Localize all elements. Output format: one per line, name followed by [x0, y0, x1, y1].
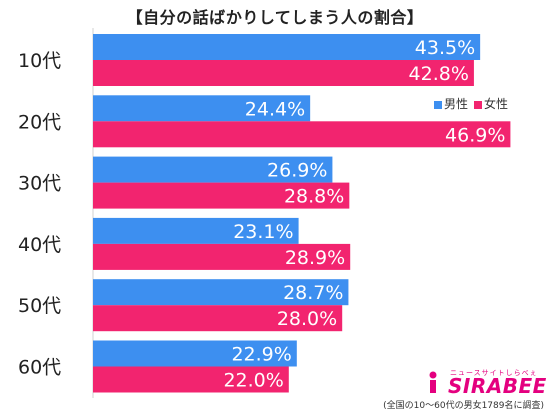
legend-swatch-female — [474, 100, 483, 109]
bar-value-label: 22.9% — [231, 344, 291, 366]
bar-value-label: 46.9% — [445, 124, 505, 146]
legend-label-female: 女性 — [484, 97, 509, 111]
survey-footnote: (全国の10〜60代の男女1789名に調査) — [383, 401, 544, 411]
bar-female — [93, 121, 511, 148]
legend-swatch-male — [434, 100, 442, 109]
bar-male — [93, 95, 311, 122]
bar-value-label: 42.8% — [409, 63, 469, 85]
bar-male — [93, 279, 349, 306]
bar-value-label: 26.9% — [267, 160, 327, 182]
bar-male — [93, 340, 297, 367]
category-label: 20代 — [18, 111, 61, 133]
bar-male — [93, 34, 481, 60]
bar-female — [93, 305, 343, 332]
bar-female — [93, 60, 474, 86]
bar-value-label: 28.0% — [277, 308, 337, 330]
bar-value-label: 28.8% — [284, 186, 344, 208]
bar-female — [93, 243, 351, 270]
category-label: 10代 — [18, 50, 61, 72]
bar-female — [93, 182, 350, 209]
bar-value-label: 28.9% — [285, 247, 345, 269]
category-label: 50代 — [18, 295, 61, 317]
legend-item-male: 男性 — [434, 95, 468, 112]
bar-value-label: 22.0% — [223, 370, 283, 392]
category-label: 40代 — [18, 234, 61, 256]
legend-item-female: 女性 — [474, 95, 508, 112]
bar-male — [93, 156, 333, 183]
sirabee-logo: ニュースサイトしらべぇ SIRABEE — [420, 368, 547, 398]
logo-wordmark: SIRABEE — [448, 374, 547, 398]
logo-mark-icon — [429, 371, 437, 393]
bar-value-label: 28.7% — [283, 282, 343, 304]
category-label: 30代 — [18, 173, 61, 195]
bar-value-label: 23.1% — [233, 221, 293, 243]
legend-label-male: 男性 — [444, 97, 469, 111]
legend: 男性 女性 — [434, 95, 508, 112]
bar-female — [93, 366, 289, 393]
bar-value-label: 24.4% — [245, 98, 305, 120]
category-label: 60代 — [18, 357, 61, 379]
logo-subtitle: ニュースサイトしらべぇ — [450, 369, 538, 377]
bar-value-label: 43.5% — [415, 37, 475, 59]
bar-male — [93, 217, 299, 244]
chart-title: 【自分の話ばかりしてしまう人の割合】 — [126, 8, 424, 27]
